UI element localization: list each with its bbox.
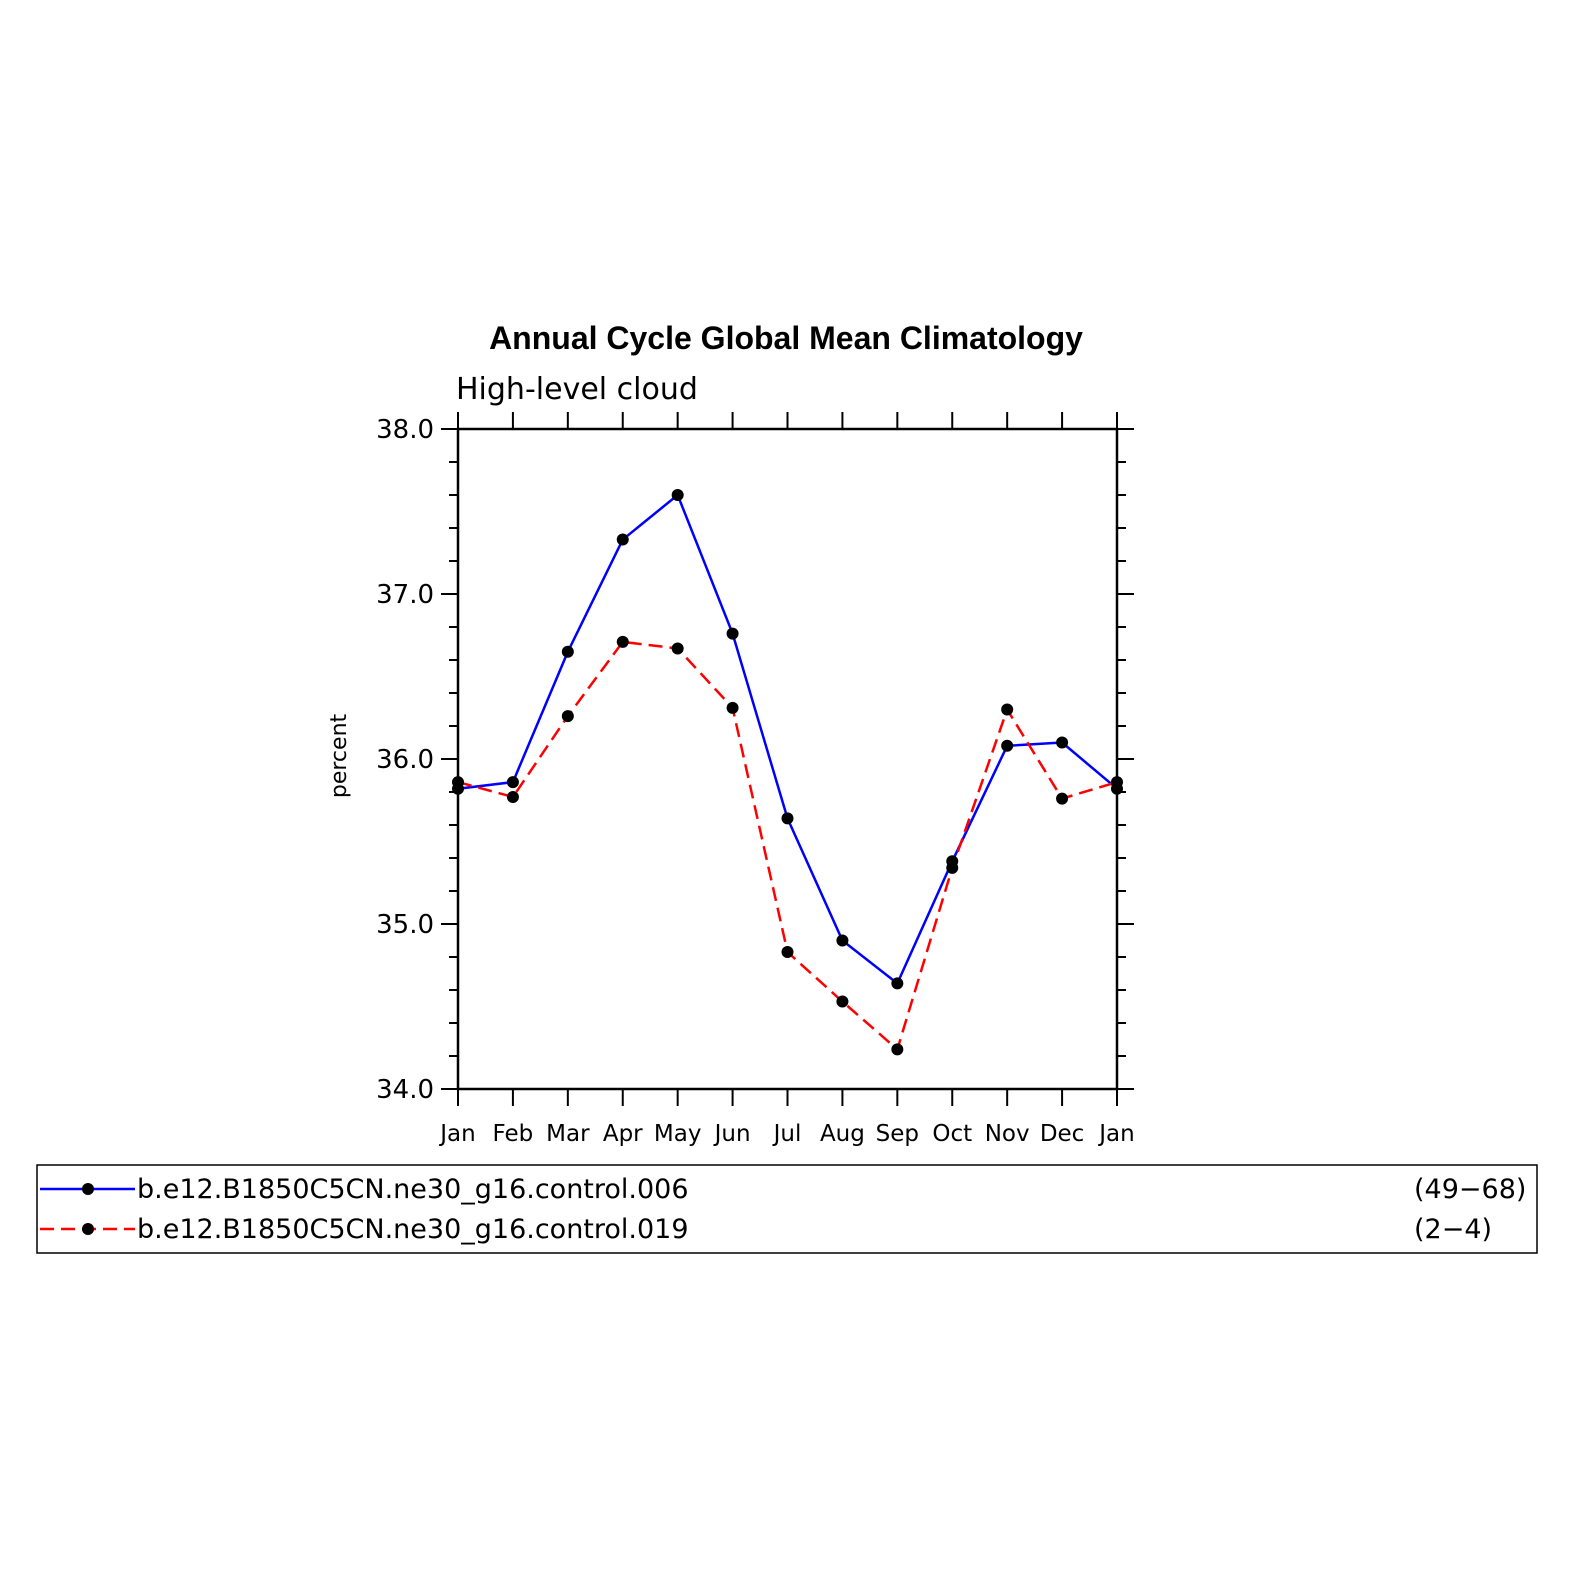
data-point-series-1 — [1056, 736, 1069, 749]
data-point-series-1 — [891, 977, 904, 990]
data-point-series-1 — [561, 645, 574, 658]
data-point-series-2 — [836, 995, 849, 1008]
data-point-series-1 — [781, 812, 794, 825]
y-tick-label: 38.0 — [376, 415, 434, 445]
data-point-series-1 — [836, 934, 849, 947]
legend-label-series-2: b.e12.B1850C5CN.ne30_g16.control.019 — [137, 1214, 689, 1245]
x-tick-label: Oct — [932, 1121, 972, 1147]
series-layer — [452, 489, 1123, 1056]
data-point-series-2 — [726, 701, 739, 714]
x-tick-label: Feb — [493, 1121, 534, 1147]
data-point-series-1 — [616, 533, 629, 546]
x-tick-label: Nov — [985, 1121, 1030, 1147]
data-point-series-1 — [506, 776, 519, 789]
y-tick-label: 36.0 — [376, 745, 434, 775]
x-tick-label: Sep — [876, 1121, 919, 1147]
series-line-1 — [457, 493, 1118, 985]
data-point-series-1 — [726, 627, 739, 640]
legend-label-series-1: b.e12.B1850C5CN.ne30_g16.control.006 — [137, 1174, 689, 1205]
data-point-series-2 — [671, 642, 684, 655]
x-tick-label: Jan — [438, 1121, 475, 1147]
legend-years-series-2: (2−4) — [1414, 1214, 1492, 1245]
x-tick-label: Jan — [1097, 1121, 1134, 1147]
chart-subtitle: High-level cloud — [456, 372, 698, 407]
y-tick-label: 37.0 — [376, 580, 434, 610]
data-point-series-2 — [1001, 703, 1014, 716]
data-point-series-2 — [1056, 792, 1069, 805]
data-point-series-2 — [781, 946, 794, 959]
y-tick-label: 35.0 — [376, 910, 434, 940]
data-point-series-2 — [506, 790, 519, 803]
x-tick-label: Jul — [772, 1121, 802, 1147]
series-line-2 — [457, 640, 1118, 1051]
data-point-series-1 — [1001, 739, 1014, 752]
legend-item-series-1: b.e12.B1850C5CN.ne30_g16.control.006 (49… — [40, 1174, 1526, 1205]
data-point-series-2 — [891, 1043, 904, 1056]
x-tick-label: Apr — [603, 1121, 643, 1147]
data-point-series-1 — [671, 489, 684, 501]
plot-axes: 34.0 35.0 36.0 37.0 38.0 Jan Feb Mar Apr May Jun Ju… — [376, 412, 1135, 1147]
data-point-series-2 — [561, 710, 574, 723]
legend-box — [36, 1164, 1538, 1254]
legend-years-series-1: (49−68) — [1414, 1174, 1526, 1205]
plot-frame — [456, 427, 1119, 1091]
y-tick-label: 34.0 — [376, 1075, 434, 1105]
chart-title: Annual Cycle Global Mean Climatology — [489, 320, 1083, 356]
x-tick-label: Aug — [820, 1121, 865, 1147]
y-axis-label: percent — [327, 713, 352, 798]
x-tick-label: Dec — [1040, 1121, 1085, 1147]
x-tick-label: May — [654, 1121, 702, 1147]
x-tick-label: Mar — [546, 1121, 590, 1147]
legend-marker-series-1 — [82, 1183, 94, 1195]
data-point-series-2 — [452, 776, 464, 789]
legend-item-series-2: b.e12.B1850C5CN.ne30_g16.control.019 (2−… — [40, 1214, 1492, 1245]
data-point-series-2 — [946, 861, 959, 874]
legend-marker-series-2 — [82, 1223, 94, 1235]
x-tick-label: Jun — [713, 1121, 751, 1147]
data-point-series-2 — [1111, 776, 1123, 789]
data-point-series-2 — [616, 635, 629, 648]
